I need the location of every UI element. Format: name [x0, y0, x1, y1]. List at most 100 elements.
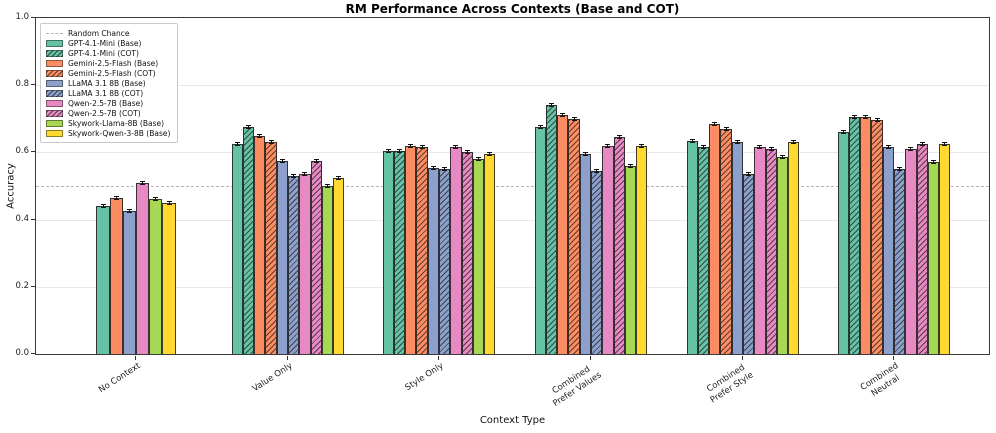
y-tick-label: 0.2: [15, 280, 29, 291]
error-bar: [768, 147, 774, 152]
legend-item: Qwen-2.5-7B (COT): [46, 108, 170, 118]
error-bar: [548, 103, 554, 108]
bar: [321, 186, 334, 354]
bar: [636, 145, 648, 354]
error-bar: [571, 116, 577, 121]
bar: [405, 145, 417, 354]
bar: [393, 150, 406, 354]
error-bar: [291, 173, 297, 178]
error-bar: [430, 165, 436, 170]
bar: [848, 117, 861, 354]
bar: [743, 174, 755, 354]
legend-item: Skywork-Qwen-3-8B (Base): [46, 128, 170, 138]
bar: [568, 118, 580, 354]
legend-label: Random Chance: [68, 28, 130, 38]
bar: [439, 169, 451, 354]
bar: [276, 160, 288, 354]
legend-label: Skywork-Qwen-3-8B (Base): [68, 128, 171, 138]
error-bar: [336, 175, 342, 180]
bar: [310, 160, 322, 354]
bar: [333, 177, 345, 354]
error-bar: [476, 157, 482, 162]
legend-item: LLaMA 3.1 8B (COT): [46, 88, 170, 98]
legend-item: Skywork-Llama-8B (Base): [46, 118, 170, 128]
plot-area: [35, 17, 990, 355]
x-tick-mark: [135, 356, 136, 360]
error-bar: [153, 197, 159, 202]
error-bar: [302, 172, 308, 177]
y-tick-mark: [31, 285, 35, 287]
error-bar: [442, 167, 448, 172]
color-swatch: [46, 119, 63, 127]
error-bar: [245, 125, 251, 130]
bar: [709, 123, 721, 354]
x-axis-label: Context Type: [479, 415, 546, 426]
legend-label: Gemini-2.5-Flash (COT): [68, 68, 156, 78]
legend: Random Chance GPT-4.1-Mini (Base) GPT-4.1-…: [40, 23, 179, 143]
error-bar: [757, 145, 763, 150]
bar: [602, 145, 614, 354]
legend-item: GPT-4.1-Mini (COT): [46, 48, 170, 58]
gridline: [36, 152, 989, 154]
bar: [149, 199, 163, 354]
error-bar: [453, 145, 459, 150]
bar: [461, 152, 473, 354]
legend-label: GPT-4.1-Mini (Base): [68, 38, 142, 48]
error-bar: [100, 204, 106, 209]
error-bar: [874, 118, 880, 123]
bar: [860, 117, 872, 354]
legend-label: LLaMA 3.1 8B (Base): [68, 78, 146, 88]
y-tick-label: 0.0: [15, 348, 29, 358]
legend-item: Gemini-2.5-Flash (Base): [46, 58, 170, 68]
error-bar: [897, 167, 903, 172]
x-tick-mark: [590, 356, 591, 360]
error-bar: [126, 209, 132, 214]
error-bar: [628, 163, 634, 168]
legend-label: Gemini-2.5-Flash (Base): [68, 58, 159, 68]
x-tick-mark: [742, 356, 743, 360]
error-bar: [279, 158, 285, 163]
color-swatch: [46, 59, 63, 67]
bar: [939, 144, 951, 354]
x-category-text: Combined Neutral: [858, 361, 902, 399]
error-bar: [408, 143, 414, 148]
bar: [136, 182, 150, 354]
bar: [557, 115, 569, 354]
error-bar: [689, 138, 695, 143]
y-tick-mark: [31, 17, 35, 18]
x-category-text: No Context: [97, 361, 143, 396]
error-bar: [780, 155, 786, 160]
error-bar: [396, 148, 402, 153]
error-bar: [639, 143, 645, 148]
y-tick-label: 0.6: [15, 146, 29, 157]
x-tick-mark: [893, 356, 894, 360]
gridline: [36, 219, 989, 221]
bar: [905, 149, 917, 354]
chart-title: RM Performance Across Contexts (Base and…: [345, 2, 680, 16]
bar: [882, 147, 894, 354]
x-category-text: Style Only: [403, 361, 446, 394]
legend-label: LLaMA 3.1 8B (COT): [68, 88, 144, 98]
bar: [591, 170, 603, 354]
y-axis-label: Accuracy: [5, 163, 17, 209]
x-category-text: Value Only: [250, 361, 295, 395]
error-bar: [942, 142, 948, 146]
error-bar: [919, 142, 925, 146]
dashed-line-swatch: [46, 32, 63, 34]
error-bar: [746, 172, 752, 177]
y-tick-mark: [31, 84, 35, 86]
legend-label: Qwen-2.5-7B (COT): [68, 108, 141, 118]
bar: [382, 150, 394, 354]
bar: [545, 105, 558, 354]
bar: [416, 147, 428, 354]
error-bar: [734, 140, 740, 145]
error-bar: [268, 140, 274, 145]
error-bar: [885, 145, 891, 150]
bar: [837, 132, 849, 354]
bar: [299, 174, 311, 354]
bar: [788, 142, 800, 354]
bar: [534, 127, 546, 354]
error-bar: [113, 195, 119, 200]
color-swatch: [46, 109, 63, 117]
